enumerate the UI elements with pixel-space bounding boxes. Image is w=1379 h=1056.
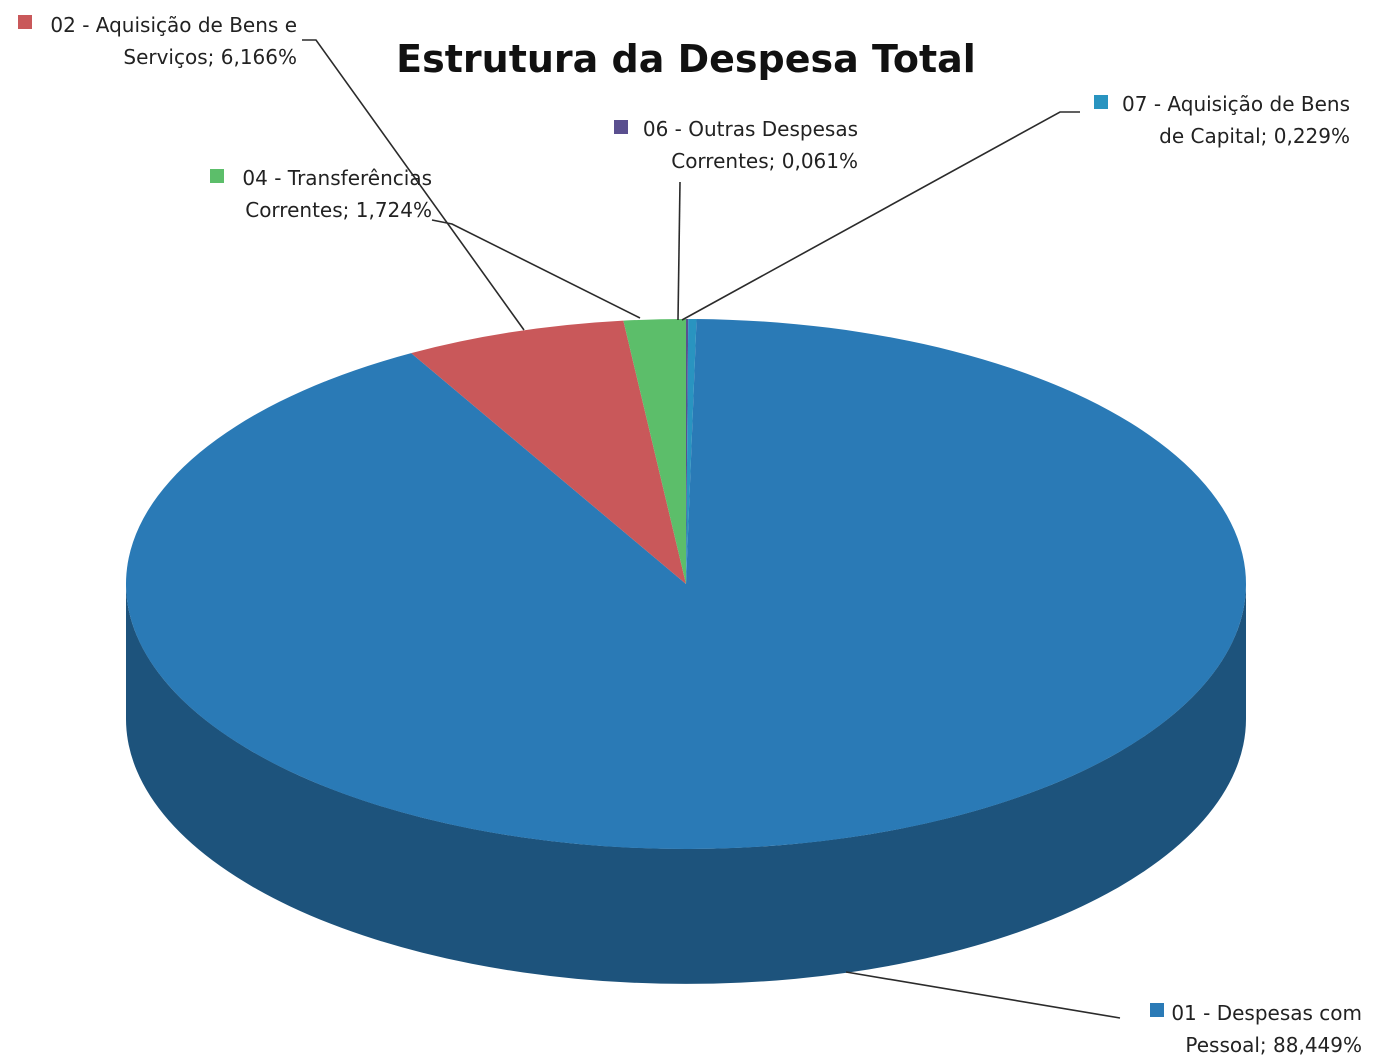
slice-label-3-line-0: 06 - Outras Despesas [643, 117, 858, 141]
data-labels: 01 - Despesas com Pessoal; 88,449% 02 - Aq… [18, 13, 1362, 1056]
slice-label-1-line-0: 02 - Aquisição de Bens e [50, 13, 297, 37]
slice-label-2-line-1: Correntes; 1,724% [245, 198, 432, 222]
slice-label-3-line-1: Correntes; 0,061% [671, 149, 858, 173]
slice-top-4 [686, 319, 697, 584]
label-swatch-3 [614, 120, 628, 134]
slice-label-4-line-0: 07 - Aquisição de Bens [1122, 92, 1350, 116]
slice-top-0 [125, 319, 1247, 850]
slice-label-0-line-1: Pessoal; 88,449% [1185, 1033, 1362, 1056]
slice-label-4-line-1: de Capital; 0,229% [1159, 124, 1350, 148]
leader-line-3 [677, 181, 681, 321]
label-swatch-4 [1094, 95, 1108, 109]
label-swatch-1 [18, 15, 32, 29]
leader-line-2 [431, 219, 641, 319]
slice-label-1-line-1: Serviços; 6,166% [123, 45, 297, 69]
slice-label-2-line-0: 04 - Transferências [242, 166, 432, 190]
slice-top-2 [623, 319, 686, 584]
leader-line-4 [681, 111, 1080, 321]
slice-side-0 [126, 584, 1246, 984]
leader-line-0 [845, 971, 1121, 1019]
label-swatch-2 [210, 169, 224, 183]
label-swatch-0 [1150, 1003, 1164, 1017]
leader-line-1 [302, 39, 525, 331]
leader-lines [302, 39, 1121, 1019]
slice-top-3 [686, 319, 689, 584]
pie-top-face [125, 319, 1247, 850]
chart-title: Estrutura da Despesa Total [396, 37, 976, 81]
slice-top-1 [411, 320, 686, 584]
pie-side-wall [126, 584, 1246, 984]
slice-label-0-line-0: 01 - Despesas com [1171, 1001, 1362, 1025]
